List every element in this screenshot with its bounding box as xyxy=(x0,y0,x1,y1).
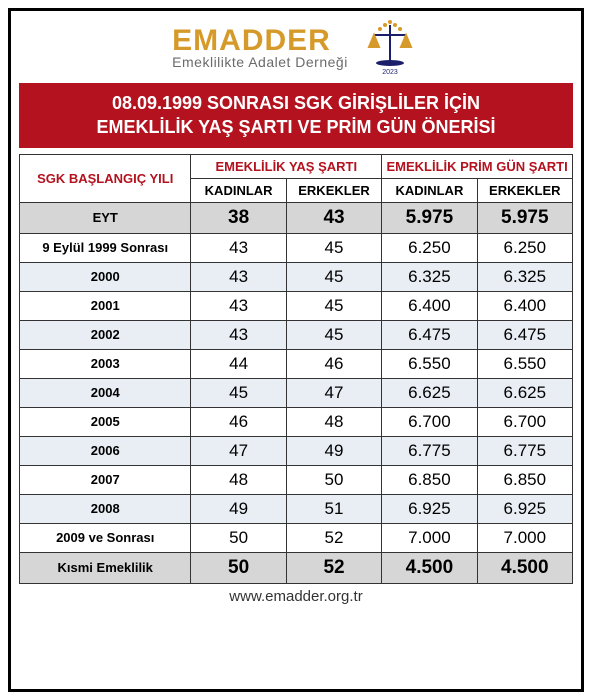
table-row: 200243456.4756.475 xyxy=(20,320,573,349)
scales-tree-icon: 2023 xyxy=(360,17,420,77)
retirement-table: SGK BAŞLANGIÇ YILI EMEKLİLİK YAŞ ŞARTI E… xyxy=(19,154,573,584)
cell-days-women: 6.325 xyxy=(382,262,477,291)
cell-age-men: 51 xyxy=(286,494,381,523)
title-line-1: 08.09.1999 SONRASI SGK GİRİŞLİLER İÇİN xyxy=(23,91,569,115)
cell-days-men: 6.250 xyxy=(477,233,572,262)
cell-age-men: 52 xyxy=(286,552,381,583)
cell-days-men: 5.975 xyxy=(477,202,572,233)
table-row: 2009 ve Sonrası50527.0007.000 xyxy=(20,523,573,552)
cell-days-women: 6.400 xyxy=(382,291,477,320)
cell-age-men: 45 xyxy=(286,262,381,291)
cell-days-men: 6.700 xyxy=(477,407,572,436)
cell-days-men: 6.475 xyxy=(477,320,572,349)
cell-age-men: 46 xyxy=(286,349,381,378)
row-label: 2002 xyxy=(20,320,191,349)
row-label: 2001 xyxy=(20,291,191,320)
col-header-days-group: EMEKLİLİK PRİM GÜN ŞARTI xyxy=(382,154,573,178)
col-header-start-year: SGK BAŞLANGIÇ YILI xyxy=(20,154,191,202)
brand-text: EMADDER Emeklilikte Adalet Derneği xyxy=(172,24,348,70)
cell-days-men: 6.775 xyxy=(477,436,572,465)
cell-age-men: 43 xyxy=(286,202,381,233)
footer-url: www.emadder.org.tr xyxy=(229,588,362,605)
table-body: EYT38435.9755.9759 Eylül 1999 Sonrası434… xyxy=(20,202,573,583)
brand-subtitle: Emeklilikte Adalet Derneği xyxy=(172,54,348,70)
row-label: 2005 xyxy=(20,407,191,436)
cell-age-women: 46 xyxy=(191,407,286,436)
cell-days-men: 6.550 xyxy=(477,349,572,378)
col-header-age-group: EMEKLİLİK YAŞ ŞARTI xyxy=(191,154,382,178)
table-row: 200445476.6256.625 xyxy=(20,378,573,407)
cell-age-men: 45 xyxy=(286,233,381,262)
table-row: 200344466.5506.550 xyxy=(20,349,573,378)
row-label: 2007 xyxy=(20,465,191,494)
table-row: 200043456.3256.325 xyxy=(20,262,573,291)
table-row: 200748506.8506.850 xyxy=(20,465,573,494)
table-row: EYT38435.9755.975 xyxy=(20,202,573,233)
table-row: Kısmi Emeklilik50524.5004.500 xyxy=(20,552,573,583)
table-row: 200647496.7756.775 xyxy=(20,436,573,465)
row-label: 2004 xyxy=(20,378,191,407)
cell-days-women: 5.975 xyxy=(382,202,477,233)
row-label: Kısmi Emeklilik xyxy=(20,552,191,583)
document-frame: EMADDER Emeklilikte Adalet Derneği 2023 xyxy=(8,8,584,692)
title-line-2: EMEKLİLİK YAŞ ŞARTI VE PRİM GÜN ÖNERİSİ xyxy=(23,115,569,139)
cell-days-women: 6.775 xyxy=(382,436,477,465)
table-row: 200849516.9256.925 xyxy=(20,494,573,523)
cell-age-women: 45 xyxy=(191,378,286,407)
title-banner: 08.09.1999 SONRASI SGK GİRİŞLİLER İÇİN E… xyxy=(19,83,573,148)
cell-days-men: 6.325 xyxy=(477,262,572,291)
row-label: 2009 ve Sonrası xyxy=(20,523,191,552)
brand-name: EMADDER xyxy=(172,24,348,58)
cell-age-women: 43 xyxy=(191,233,286,262)
row-label: 2003 xyxy=(20,349,191,378)
cell-age-women: 43 xyxy=(191,262,286,291)
cell-age-men: 50 xyxy=(286,465,381,494)
row-label: 2006 xyxy=(20,436,191,465)
cell-days-women: 7.000 xyxy=(382,523,477,552)
cell-age-men: 47 xyxy=(286,378,381,407)
col-header-age-women: KADINLAR xyxy=(191,178,286,202)
cell-days-women: 6.700 xyxy=(382,407,477,436)
cell-age-men: 49 xyxy=(286,436,381,465)
row-label: 2000 xyxy=(20,262,191,291)
cell-age-women: 43 xyxy=(191,320,286,349)
col-header-days-women: KADINLAR xyxy=(382,178,477,202)
cell-age-women: 50 xyxy=(191,523,286,552)
logo-year: 2023 xyxy=(382,69,398,76)
cell-days-men: 6.400 xyxy=(477,291,572,320)
cell-days-men: 6.850 xyxy=(477,465,572,494)
cell-age-women: 49 xyxy=(191,494,286,523)
cell-age-women: 48 xyxy=(191,465,286,494)
table-row: 9 Eylül 1999 Sonrası43456.2506.250 xyxy=(20,233,573,262)
cell-age-men: 52 xyxy=(286,523,381,552)
table-row: 200143456.4006.400 xyxy=(20,291,573,320)
cell-days-men: 6.625 xyxy=(477,378,572,407)
cell-age-women: 43 xyxy=(191,291,286,320)
cell-days-men: 6.925 xyxy=(477,494,572,523)
row-label: 2008 xyxy=(20,494,191,523)
cell-age-men: 48 xyxy=(286,407,381,436)
cell-age-women: 50 xyxy=(191,552,286,583)
cell-age-men: 45 xyxy=(286,291,381,320)
cell-age-men: 45 xyxy=(286,320,381,349)
cell-days-women: 6.550 xyxy=(382,349,477,378)
col-header-days-men: ERKEKLER xyxy=(477,178,572,202)
cell-days-women: 6.250 xyxy=(382,233,477,262)
cell-days-women: 6.475 xyxy=(382,320,477,349)
cell-days-men: 7.000 xyxy=(477,523,572,552)
cell-days-men: 4.500 xyxy=(477,552,572,583)
cell-age-women: 47 xyxy=(191,436,286,465)
row-label: 9 Eylül 1999 Sonrası xyxy=(20,233,191,262)
table-row: 200546486.7006.700 xyxy=(20,407,573,436)
col-header-age-men: ERKEKLER xyxy=(286,178,381,202)
cell-age-women: 38 xyxy=(191,202,286,233)
row-label: EYT xyxy=(20,202,191,233)
cell-days-women: 6.925 xyxy=(382,494,477,523)
cell-days-women: 6.625 xyxy=(382,378,477,407)
cell-days-women: 4.500 xyxy=(382,552,477,583)
cell-days-women: 6.850 xyxy=(382,465,477,494)
header-logo-area: EMADDER Emeklilikte Adalet Derneği 2023 xyxy=(172,17,420,77)
cell-age-women: 44 xyxy=(191,349,286,378)
